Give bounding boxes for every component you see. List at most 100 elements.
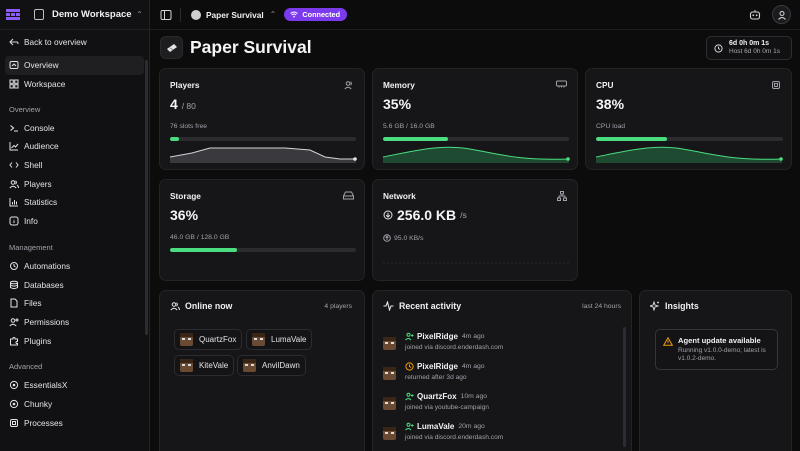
sidebar-item-audience[interactable]: Audience: [0, 137, 149, 156]
sidebar-item-label: Automations: [24, 260, 71, 271]
plugin-icon: [9, 399, 19, 409]
sidebar-item-automations[interactable]: Automations: [0, 257, 149, 276]
activity-time: 4m ago: [461, 333, 485, 340]
sidebar-item-label: Statistics: [24, 197, 58, 208]
activity-player: PixelRidge: [417, 362, 458, 371]
card-title: Storage: [170, 191, 201, 201]
users-icon: [9, 179, 19, 189]
sidebar-item-processes[interactable]: Processes: [0, 413, 149, 432]
card-title: Network: [383, 191, 416, 201]
workspace-icon: [34, 9, 44, 20]
sidebar-item-chunky[interactable]: Chunky: [0, 395, 149, 414]
player-chip[interactable]: LumaVale: [246, 329, 313, 350]
agent-update-alert[interactable]: Agent update available Running v1.0.0-de…: [655, 329, 778, 370]
players-sparkline: [170, 147, 357, 163]
sidebar-item-plugins[interactable]: Plugins: [0, 331, 149, 350]
player-name: QuartzFox: [199, 335, 237, 344]
sidebar-item-files[interactable]: Files: [0, 294, 149, 313]
automation-icon: [9, 261, 19, 271]
player-avatar: [383, 367, 396, 380]
player-avatar: [383, 337, 396, 350]
sidebar-item-statistics[interactable]: Statistics: [0, 193, 149, 212]
terminal-icon: [9, 123, 19, 133]
arrow-down-circle-icon: [383, 210, 393, 220]
sidebar-item-console[interactable]: Console: [0, 118, 149, 137]
activity-range: last 24 hours: [582, 303, 621, 310]
sidebar-toggle-icon[interactable]: [160, 9, 172, 21]
connection-status-badge: Connected: [284, 8, 348, 21]
memory-card: Memory 35% 5.6 GB / 16.0 GB: [372, 68, 578, 170]
chevron-up-down-icon[interactable]: ⌃: [269, 10, 277, 19]
bar-chart-icon: [9, 197, 19, 207]
users-icon: [344, 80, 354, 90]
connection-status-text: Connected: [302, 10, 341, 19]
sidebar-item-label: Audience: [24, 141, 59, 152]
sidebar-item-overview[interactable]: Overview: [5, 56, 144, 75]
sidebar-item-label: Permissions: [24, 316, 70, 327]
sidebar-item-players[interactable]: Players: [0, 174, 149, 193]
players-note: 76 slots free: [170, 123, 208, 130]
chevron-up-down-icon: ⌃: [136, 10, 143, 19]
sidebar-item-shell[interactable]: Shell: [0, 156, 149, 175]
bot-icon[interactable]: [749, 9, 761, 20]
network-upload-row: 95.0 KB/s: [383, 234, 423, 242]
storage-card: Storage 36% 46.0 GB / 128.0 GB: [159, 179, 365, 281]
sidebar-item-label: EssentialsX: [24, 380, 68, 391]
player-chip[interactable]: AnvilDawn: [237, 355, 306, 376]
cpu-progress-fill: [596, 137, 668, 141]
activity-player: LumaVale: [417, 422, 455, 431]
info-icon: [9, 216, 19, 226]
wifi-icon: [290, 11, 299, 18]
player-chip[interactable]: QuartzFox: [174, 329, 243, 350]
network-download-value: 256.0 KB: [397, 207, 457, 223]
cpu-card: CPU 38% CPU load: [585, 68, 792, 170]
clock-icon: [714, 43, 723, 53]
player-avatar: [252, 333, 265, 346]
sidebar-item-label: Players: [24, 178, 52, 189]
uptime-badge: 6d 0h 0m 1s Host 6d 0h 0m 1s: [706, 36, 792, 60]
card-title: CPU: [596, 80, 614, 90]
player-avatar: [383, 427, 396, 440]
sidebar-item-permissions[interactable]: Permissions: [0, 313, 149, 332]
user-avatar[interactable]: [772, 5, 791, 24]
activity-time: 4m ago: [461, 363, 485, 370]
section-overview-title: Overview: [9, 104, 41, 114]
activity-scrollbar[interactable]: [623, 327, 626, 447]
panel-title: Insights: [650, 301, 699, 311]
activity-player: QuartzFox: [417, 392, 457, 401]
activity-item[interactable]: PixelRidge 4m ago joined via discord.ende…: [383, 330, 618, 358]
player-chip[interactable]: KiteVale: [174, 355, 235, 376]
memory-chip-icon: [556, 80, 567, 88]
recent-activity-panel: Recent activity last 24 hours PixelRidge…: [372, 290, 632, 451]
database-icon: [9, 280, 19, 290]
back-arrow-icon: [9, 37, 19, 47]
activity-detail: joined via youtube-campaign: [405, 404, 489, 411]
sidebar-item-workspace[interactable]: Workspace: [0, 75, 149, 94]
sidebar-item-essentialsx[interactable]: EssentialsX: [0, 376, 149, 395]
sidebar-item-label: Files: [24, 298, 42, 309]
memory-value: 35%: [383, 96, 412, 112]
sparkles-icon: [650, 301, 660, 311]
activity-item[interactable]: LumaVale 20m ago joined via discord.ender…: [383, 420, 618, 448]
card-title: Memory: [383, 80, 415, 90]
workspace-switcher[interactable]: Demo Workspace ⌃: [0, 0, 149, 30]
sidebar: Demo Workspace ⌃ Back to overview Overvi…: [0, 0, 150, 451]
server-switcher[interactable]: Paper Survival: [206, 9, 264, 20]
activity-item[interactable]: QuartzFox 10m ago joined via youtube-camp…: [383, 390, 618, 418]
user-icon: [777, 10, 786, 20]
players-max: / 80: [181, 101, 196, 111]
activity-icon: [383, 301, 394, 311]
activity-item[interactable]: PixelRidge 4m ago returned after 3d ago: [383, 360, 618, 388]
memory-sparkline: [383, 146, 570, 163]
sidebar-item-info[interactable]: Info: [0, 212, 149, 231]
sidebar-item-databases[interactable]: Databases: [0, 275, 149, 294]
uptime-value: 6d 0h 0m 1s: [729, 39, 770, 47]
hard-drive-icon: [343, 191, 354, 200]
activity-time: 20m ago: [458, 423, 485, 430]
grid-icon: [9, 79, 19, 89]
sidebar-scrollbar[interactable]: [145, 60, 148, 335]
back-to-overview-link[interactable]: Back to overview: [0, 30, 149, 54]
memory-note: 5.6 GB / 16.0 GB: [383, 123, 435, 130]
brand-logo-icon: [6, 8, 20, 21]
